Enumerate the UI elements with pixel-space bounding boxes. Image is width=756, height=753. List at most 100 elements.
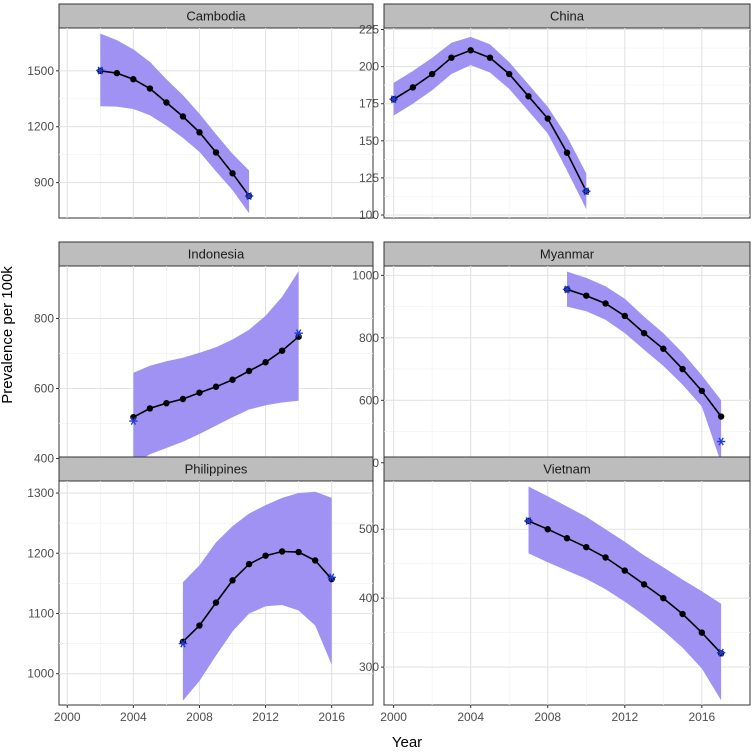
observed-marker-stroke (564, 285, 570, 294)
observed-marker (129, 417, 138, 426)
estimate-point (130, 76, 137, 83)
estimate-point (146, 85, 154, 92)
estimate-point (196, 129, 203, 136)
x-tick-label: 2004 (457, 710, 484, 724)
observed-marker-stroke (246, 192, 252, 201)
estimate-point (544, 115, 551, 122)
estimate-point (467, 47, 474, 54)
x-tick-label: 2008 (534, 710, 561, 724)
facet-strip-label: Philippines (185, 462, 248, 477)
x-axis-title: Year (392, 734, 422, 751)
x-tick-label: 2008 (186, 710, 213, 724)
estimate-point (602, 300, 609, 307)
observed-marker-stroke (97, 66, 104, 75)
facet-panel-indonesia: Indonesia 400 600 800 (34, 241, 374, 470)
estimate-point (640, 581, 648, 588)
facet-strip (383, 456, 751, 482)
facet-strip-label: Indonesia (188, 247, 245, 262)
observed-marker (716, 437, 726, 446)
estimate-point (113, 69, 121, 77)
estimate-point (245, 560, 253, 568)
facet-panel-philippines: Philippines 1000 1100 1200 1300 2000 2004 2008 2… (27, 456, 374, 724)
estimate-point (698, 387, 706, 395)
estimate-point (229, 376, 236, 383)
estimate-point (448, 54, 455, 61)
confidence-ribbon (393, 36, 587, 210)
estimate-point (278, 548, 286, 555)
estimate-point (262, 552, 269, 559)
estimate-line (100, 70, 250, 197)
y-tick-label: 500 (359, 522, 379, 536)
observed-marker (244, 192, 254, 201)
estimate-point (196, 389, 203, 396)
observed-marker (582, 187, 591, 196)
facet-panel-china: China 100 125 150 175 200 225 (359, 3, 751, 222)
observed-marker-stroke (525, 516, 532, 525)
y-tick-label: 125 (359, 171, 379, 185)
y-tick-label: 1200 (27, 120, 54, 134)
x-tick-label: 2004 (120, 710, 147, 724)
estimate-point (486, 54, 494, 61)
observed-marker-stroke (718, 437, 724, 446)
y-tick-label: 225 (359, 22, 379, 36)
y-tick-label: 900 (34, 176, 54, 190)
y-tick-label: 400 (34, 452, 54, 466)
observed-marker-stroke (718, 648, 724, 657)
estimate-point (583, 543, 590, 551)
confidence-ribbon (133, 271, 299, 464)
estimate-point (212, 383, 220, 390)
estimate-point (179, 395, 187, 403)
facet-panel-myanmar: Myanmar4006008001000 (352, 241, 751, 470)
observed-marker (524, 516, 533, 525)
estimate-point (196, 622, 203, 629)
y-tick-label: 200 (359, 60, 379, 74)
observed-marker (178, 639, 188, 648)
estimate-point (179, 113, 187, 120)
estimate-point (660, 345, 667, 352)
estimate-point (130, 414, 137, 421)
x-tick-label: 2016 (688, 710, 715, 724)
confidence-ribbon (567, 271, 722, 463)
estimate-point (295, 548, 302, 556)
observed-marker (562, 285, 572, 294)
estimate-point (583, 292, 590, 299)
estimate-point (163, 99, 170, 106)
y-tick-label: 1300 (27, 486, 54, 500)
y-tick-label: 1100 (28, 606, 54, 620)
x-tick-label: 2000 (380, 710, 407, 724)
observed-marker-stroke (390, 95, 397, 104)
estimate-point (229, 577, 236, 584)
observed-marker (327, 573, 336, 582)
observed-marker-stroke (583, 187, 589, 196)
estimate-point (563, 535, 571, 542)
y-tick-label: 1500 (27, 64, 54, 78)
estimate-point (621, 312, 628, 320)
x-tick-label: 2016 (318, 710, 345, 724)
estimate-point (212, 599, 220, 606)
facet-strip-label: Cambodia (186, 9, 246, 24)
confidence-ribbon (528, 486, 722, 701)
y-tick-label: 600 (34, 382, 54, 396)
estimate-point (621, 567, 628, 574)
y-tick-label: 150 (359, 134, 379, 148)
facet-panel-vietnam: Vietnam 300 400 500 2000 2004 2008 2012 2016 (359, 456, 751, 724)
y-axis-title: Prevalence per 100k (0, 266, 16, 404)
facet-strip (383, 241, 751, 267)
estimate-line (182, 550, 333, 643)
observed-marker (294, 329, 303, 338)
y-tick-label: 1000 (352, 268, 379, 282)
estimate-point (229, 170, 236, 177)
y-tick-label: 1200 (27, 546, 54, 560)
observed-marker-stroke (295, 329, 302, 338)
estimate-point (602, 554, 609, 561)
y-tick-label: 300 (359, 660, 379, 674)
observed-marker-stroke (180, 639, 186, 648)
observed-marker-stroke (130, 417, 137, 426)
estimate-point (525, 93, 532, 100)
observed-marker (389, 95, 398, 104)
y-tick-label: 800 (34, 312, 54, 326)
estimate-point (506, 70, 513, 78)
x-tick-label: 2000 (54, 710, 81, 724)
y-tick-label: 800 (359, 331, 379, 345)
